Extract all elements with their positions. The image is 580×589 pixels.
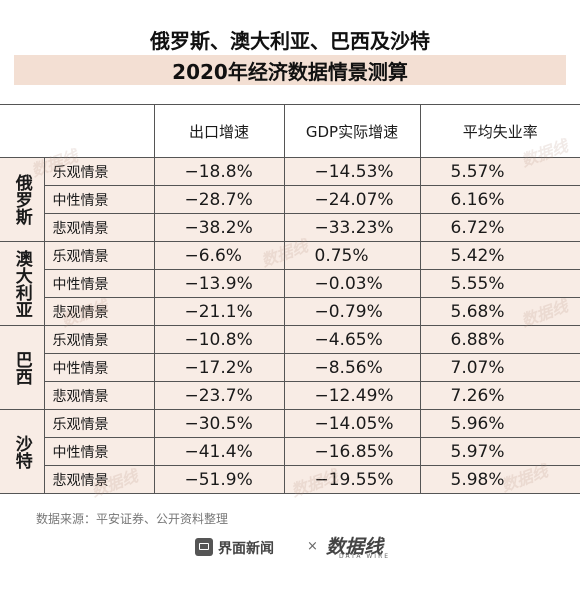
unemployment-cell: 7.07%	[419, 353, 580, 382]
scenario-label: 中性情景	[43, 269, 155, 298]
table-row: 澳大利亚 乐观情景 −6.6% 0.75% 5.42%	[0, 241, 580, 326]
export-growth-cell: −10.8%	[153, 325, 285, 354]
datawire-subtitle: DATA WIRE	[339, 553, 391, 560]
export-growth-cell: −18.8%	[153, 157, 285, 186]
export-growth-cell: −30.5%	[153, 409, 285, 438]
table-row: 悲观情景 −23.7% −12.49% 7.26%	[0, 381, 580, 410]
table-row: 俄罗斯 乐观情景 −18.8% −14.53% 5.57%	[0, 157, 580, 242]
header-unemployment: 平均失业率	[419, 104, 580, 158]
table-header-row: 出口增速 GDP实际增速 平均失业率	[0, 104, 580, 158]
source-note: 数据来源：平安证券、公开资料整理	[36, 512, 229, 526]
unemployment-cell: 5.97%	[419, 437, 580, 466]
scenario-label: 悲观情景	[43, 465, 155, 494]
unemployment-cell: 7.26%	[419, 381, 580, 410]
unemployment-cell: 5.57%	[419, 157, 580, 186]
table-row: 中性情景 −13.9% −0.03% 5.55%	[0, 269, 580, 298]
table-row: 悲观情景 −38.2% −33.23% 6.72%	[0, 213, 580, 242]
title-line-2: 2020年经济数据情景测算	[172, 60, 408, 84]
country-label: 沙特	[0, 409, 45, 494]
unemployment-cell: 5.98%	[419, 465, 580, 494]
gdp-growth-cell: 0.75%	[283, 241, 421, 270]
header-gdp: GDP实际增速	[283, 104, 421, 158]
scenario-label: 乐观情景	[43, 409, 155, 438]
table-row: 中性情景 −17.2% −8.56% 7.07%	[0, 353, 580, 382]
times-separator: ×	[307, 539, 318, 554]
table-row: 中性情景 −28.7% −24.07% 6.16%	[0, 185, 580, 214]
country-label: 俄罗斯	[0, 157, 45, 242]
export-growth-cell: −41.4%	[153, 437, 285, 466]
title-line-1: 俄罗斯、澳大利亚、巴西及沙特	[150, 29, 430, 53]
header-corner	[0, 104, 155, 158]
export-growth-cell: −51.9%	[153, 465, 285, 494]
gdp-growth-cell: −14.53%	[283, 157, 421, 186]
scenario-label: 悲观情景	[43, 381, 155, 410]
table-row: 中性情景 −41.4% −16.85% 5.97%	[0, 437, 580, 466]
export-growth-cell: −23.7%	[153, 381, 285, 410]
unemployment-cell: 5.96%	[419, 409, 580, 438]
brand-name: 界面新闻	[218, 541, 274, 557]
jiemian-logo-icon	[195, 538, 213, 556]
gdp-growth-cell: −8.56%	[283, 353, 421, 382]
scenario-label: 中性情景	[43, 185, 155, 214]
unemployment-cell: 6.88%	[419, 325, 580, 354]
scenario-label: 乐观情景	[43, 325, 155, 354]
gdp-growth-cell: −19.55%	[283, 465, 421, 494]
footer: 界面新闻 × 数据线 DATA WIRE	[0, 536, 580, 560]
gdp-growth-cell: −0.03%	[283, 269, 421, 298]
scenario-label: 乐观情景	[43, 157, 155, 186]
scenario-label: 中性情景	[43, 353, 155, 382]
table-row: 巴西 乐观情景 −10.8% −4.65% 6.88%	[0, 325, 580, 410]
unemployment-cell: 6.72%	[419, 213, 580, 242]
header-export: 出口增速	[153, 104, 285, 158]
gdp-growth-cell: −12.49%	[283, 381, 421, 410]
gdp-growth-cell: −4.65%	[283, 325, 421, 354]
table-row: 沙特 乐观情景 −30.5% −14.05% 5.96%	[0, 409, 580, 494]
country-label: 澳大利亚	[0, 241, 45, 326]
unemployment-cell: 5.42%	[419, 241, 580, 270]
gdp-growth-cell: −24.07%	[283, 185, 421, 214]
unemployment-cell: 5.55%	[419, 269, 580, 298]
title-band	[14, 55, 566, 85]
unemployment-cell: 6.16%	[419, 185, 580, 214]
export-growth-cell: −6.6%	[153, 241, 285, 270]
export-growth-cell: −28.7%	[153, 185, 285, 214]
gdp-growth-cell: −0.79%	[283, 297, 421, 326]
export-growth-cell: −21.1%	[153, 297, 285, 326]
gdp-growth-cell: −14.05%	[283, 409, 421, 438]
scenario-label: 悲观情景	[43, 213, 155, 242]
export-growth-cell: −38.2%	[153, 213, 285, 242]
table-row: 悲观情景 −51.9% −19.55% 5.98%	[0, 465, 580, 494]
unemployment-cell: 5.68%	[419, 297, 580, 326]
table-row: 悲观情景 −21.1% −0.79% 5.68%	[0, 297, 580, 326]
export-growth-cell: −17.2%	[153, 353, 285, 382]
scenario-label: 中性情景	[43, 437, 155, 466]
export-growth-cell: −13.9%	[153, 269, 285, 298]
gdp-growth-cell: −16.85%	[283, 437, 421, 466]
scenario-label: 乐观情景	[43, 241, 155, 270]
country-label: 巴西	[0, 325, 45, 410]
datawire-logo: 数据线	[326, 536, 384, 558]
scenario-label: 悲观情景	[43, 297, 155, 326]
data-table: 出口增速 GDP实际增速 平均失业率 俄罗斯 乐观情景 −18.8% −14.53% 5…	[0, 104, 580, 494]
